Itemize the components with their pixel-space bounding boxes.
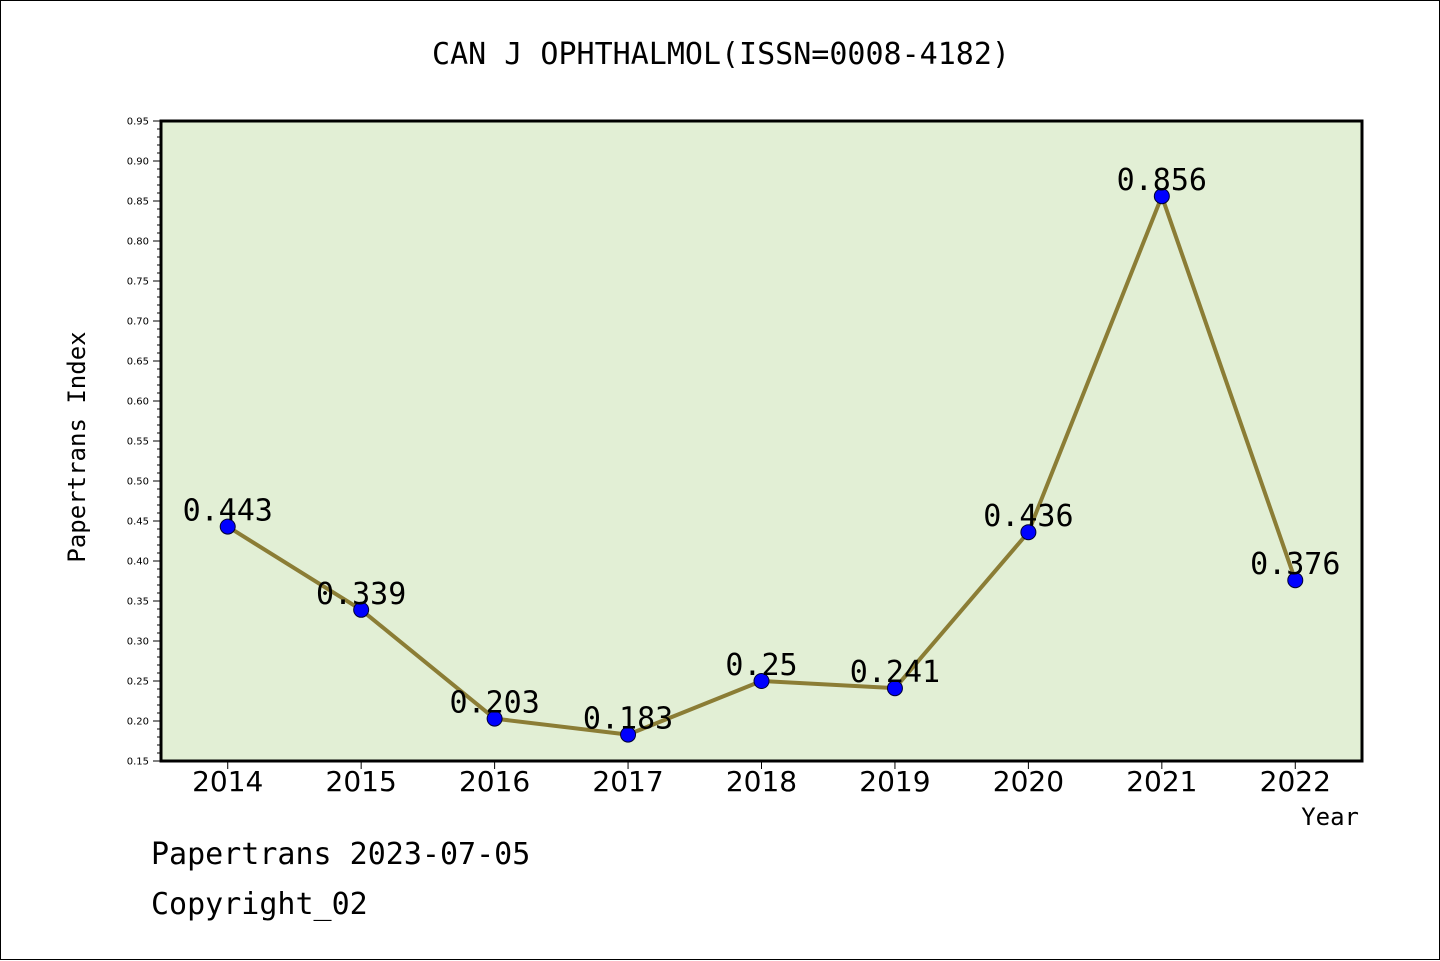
data-label: 0.339 xyxy=(316,577,406,612)
data-point-marker xyxy=(219,518,236,535)
x-tick-label: 2020 xyxy=(993,765,1064,798)
data-label: 0.376 xyxy=(1250,547,1340,582)
x-tick-label: 2018 xyxy=(726,765,797,798)
chart-title: CAN J OPHTHALMOL(ISSN=0008-4182) xyxy=(432,37,1010,72)
y-tick-label: 0.40 xyxy=(127,557,149,568)
data-point-marker xyxy=(1020,524,1037,541)
y-tick-label: 0.80 xyxy=(127,237,149,248)
data-point-marker xyxy=(486,710,503,727)
y-tick-label: 0.50 xyxy=(127,477,149,488)
y-tick-label: 0.65 xyxy=(127,357,149,368)
y-tick-label: 0.20 xyxy=(127,717,149,728)
y-tick-label: 0.85 xyxy=(127,197,149,208)
plot-area xyxy=(161,121,1362,761)
data-point-marker xyxy=(753,673,770,689)
x-tick-label: 2019 xyxy=(859,765,930,798)
data-point-marker xyxy=(1287,572,1304,589)
y-tick-label: 0.25 xyxy=(127,677,149,688)
y-tick-label: 0.15 xyxy=(127,757,149,768)
data-label: 0.25 xyxy=(725,648,797,683)
data-label: 0.856 xyxy=(1117,163,1207,198)
y-tick-label: 0.75 xyxy=(127,277,149,288)
y-tick-label: 0.45 xyxy=(127,517,149,528)
footer-date: Papertrans 2023-07-05 xyxy=(151,837,531,872)
y-tick-label: 0.55 xyxy=(127,437,149,448)
data-point-marker xyxy=(620,726,637,743)
y-tick-label: 0.35 xyxy=(127,597,149,608)
data-point-marker xyxy=(1153,188,1170,205)
x-tick-label: 2015 xyxy=(326,765,397,798)
y-tick-label: 0.60 xyxy=(127,397,149,408)
x-tick-label: 2016 xyxy=(459,765,530,798)
data-label: 0.436 xyxy=(983,499,1073,534)
plot-frame xyxy=(159,119,1364,763)
data-label: 0.443 xyxy=(183,494,273,529)
data-point-marker xyxy=(353,601,370,618)
y-tick-label: 0.90 xyxy=(127,157,149,168)
y-tick-label: 0.95 xyxy=(127,117,149,128)
x-axis-label: Year xyxy=(1301,803,1359,831)
data-label: 0.241 xyxy=(850,655,940,690)
data-label: 0.183 xyxy=(583,702,673,737)
x-tick-label: 2022 xyxy=(1260,765,1331,798)
y-tick-label: 0.30 xyxy=(127,637,149,648)
y-tick-label: 0.70 xyxy=(127,317,149,328)
footer-copyright: Copyright_02 xyxy=(151,887,368,922)
data-label: 0.203 xyxy=(449,686,539,721)
x-tick-label: 2014 xyxy=(192,765,263,798)
x-tick-label: 2017 xyxy=(592,765,663,798)
x-tick-label: 2021 xyxy=(1126,765,1197,798)
data-point-marker xyxy=(886,680,903,697)
